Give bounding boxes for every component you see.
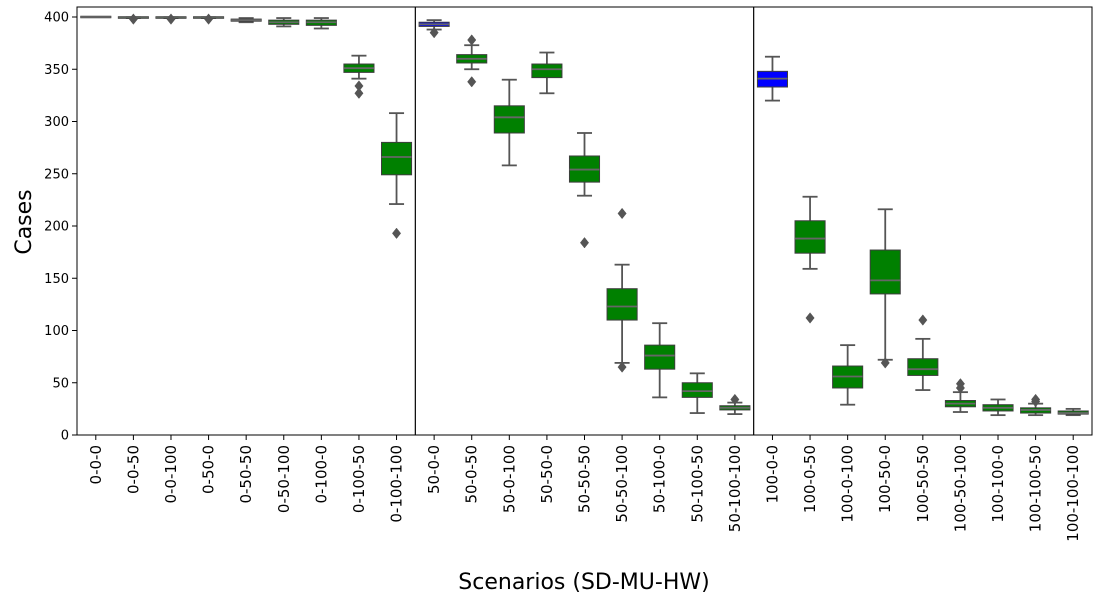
x-axis-label: Scenarios (SD-MU-HW) <box>458 570 709 595</box>
outlier-point <box>467 34 477 46</box>
box-100-0-100 <box>832 344 864 406</box>
box-iqr <box>493 105 525 134</box>
y-tick-label: 100 <box>44 324 69 339</box>
box-0-50-100 <box>268 17 300 28</box>
x-tick-label: 50-50-100 <box>613 445 631 523</box>
y-axis: 0 50 100 150 200 250 300 350 400 <box>44 11 77 444</box>
x-tick-label: 0-0-100 <box>162 445 180 504</box>
x-tick-label: 50-50-50 <box>576 445 594 513</box>
x-tick-label: 50-100-100 <box>726 445 744 532</box>
y-tick-label: 200 <box>44 220 69 235</box>
box-0-0-100 <box>155 13 187 25</box>
x-tick-label: 100-50-0 <box>876 445 894 513</box>
x-tick-label: 50-0-50 <box>463 445 481 504</box>
outlier-point <box>429 27 439 39</box>
outlier-point <box>805 312 815 324</box>
box-0-0-0 <box>80 15 112 19</box>
outlier-point <box>880 357 890 369</box>
box-iqr <box>907 358 939 376</box>
y-tick-label: 350 <box>44 63 69 78</box>
x-tick-label: 0-0-0 <box>87 445 105 484</box>
x-tick-label: 0-50-50 <box>237 445 255 504</box>
y-tick-label: 400 <box>44 11 69 26</box>
y-tick-label: 50 <box>52 376 69 391</box>
box-50-50-50 <box>568 132 601 249</box>
x-tick-label: 50-50-0 <box>538 445 556 504</box>
box-iqr <box>794 220 826 254</box>
box-50-50-0 <box>531 51 563 95</box>
y-tick-label: 300 <box>44 115 69 130</box>
box-50-50-100 <box>606 207 638 373</box>
box-50-0-100 <box>493 78 525 167</box>
box-50-100-0 <box>644 322 676 399</box>
box-0-50-50 <box>230 17 262 24</box>
box-iqr <box>869 249 901 295</box>
x-axis: 0-0-0 0-0-50 0-0-100 0-50-0 0-50-50 0-50-100 0… <box>87 435 1082 542</box>
outlier-point <box>579 237 590 249</box>
box-100-100-50 <box>1020 393 1052 417</box>
box-iqr <box>644 344 676 370</box>
box-iqr <box>531 63 563 79</box>
outlier-point <box>354 87 364 99</box>
x-tick-label: 0-50-100 <box>275 445 293 513</box>
box-0-100-50 <box>343 54 375 99</box>
x-tick-label: 100-50-100 <box>951 445 969 532</box>
plot-area <box>80 7 1089 435</box>
x-tick-label: 100-100-50 <box>1027 445 1045 532</box>
x-tick-label: 50-0-100 <box>500 445 518 513</box>
outlier-point <box>467 76 477 88</box>
y-axis-label: Cases <box>12 189 37 254</box>
x-tick-label: 100-100-100 <box>1064 445 1082 542</box>
outlier-point <box>617 207 627 220</box>
x-tick-label: 100-0-0 <box>763 445 781 504</box>
box-50-0-0 <box>418 19 450 39</box>
box-100-50-50 <box>907 314 939 391</box>
box-50-100-100 <box>719 393 751 416</box>
x-tick-label: 50-0-0 <box>425 445 443 494</box>
box-50-0-50 <box>456 34 488 88</box>
x-tick-label: 0-0-50 <box>124 445 142 494</box>
x-tick-label: 100-0-50 <box>801 445 819 513</box>
outlier-point <box>955 382 965 394</box>
x-tick-label: 100-50-50 <box>914 445 932 523</box>
box-50-100-50 <box>681 372 713 414</box>
outlier-point <box>166 13 176 25</box>
x-tick-label: 100-0-100 <box>839 445 857 523</box>
outlier-point <box>128 13 138 25</box>
y-tick-label: 150 <box>44 272 69 287</box>
outlier-point <box>392 227 402 239</box>
outlier-point <box>1031 395 1041 408</box>
box-100-50-0 <box>869 208 901 369</box>
x-tick-label: 0-100-100 <box>388 445 406 523</box>
box-100-0-0 <box>756 55 788 102</box>
box-100-100-100 <box>1057 407 1089 417</box>
box-0-50-0 <box>193 13 225 25</box>
plot-frame <box>76 6 1093 436</box>
box-iqr <box>681 382 713 398</box>
x-tick-label: 0-100-0 <box>312 445 330 504</box>
outlier-point <box>918 314 928 326</box>
y-tick-label: 0 <box>61 429 69 444</box>
y-tick-label: 250 <box>44 167 69 182</box>
box-100-50-100 <box>944 378 976 413</box>
outlier-point <box>204 13 214 25</box>
box-iqr <box>381 141 413 176</box>
box-0-100-0 <box>305 17 337 30</box>
box-0-0-50 <box>117 13 149 25</box>
box-100-100-0 <box>982 398 1014 417</box>
x-tick-label: 100-100-0 <box>989 445 1007 523</box>
x-tick-label: 0-100-50 <box>350 445 368 513</box>
box-0-100-100 <box>381 112 413 239</box>
box-iqr <box>606 288 638 321</box>
x-tick-label: 50-100-50 <box>688 445 706 523</box>
outlier-point <box>730 393 740 406</box>
box-100-0-50 <box>794 195 826 324</box>
x-tick-label: 50-100-0 <box>651 445 669 513</box>
x-tick-label: 0-50-0 <box>200 445 218 494</box>
outlier-point <box>617 361 627 373</box>
